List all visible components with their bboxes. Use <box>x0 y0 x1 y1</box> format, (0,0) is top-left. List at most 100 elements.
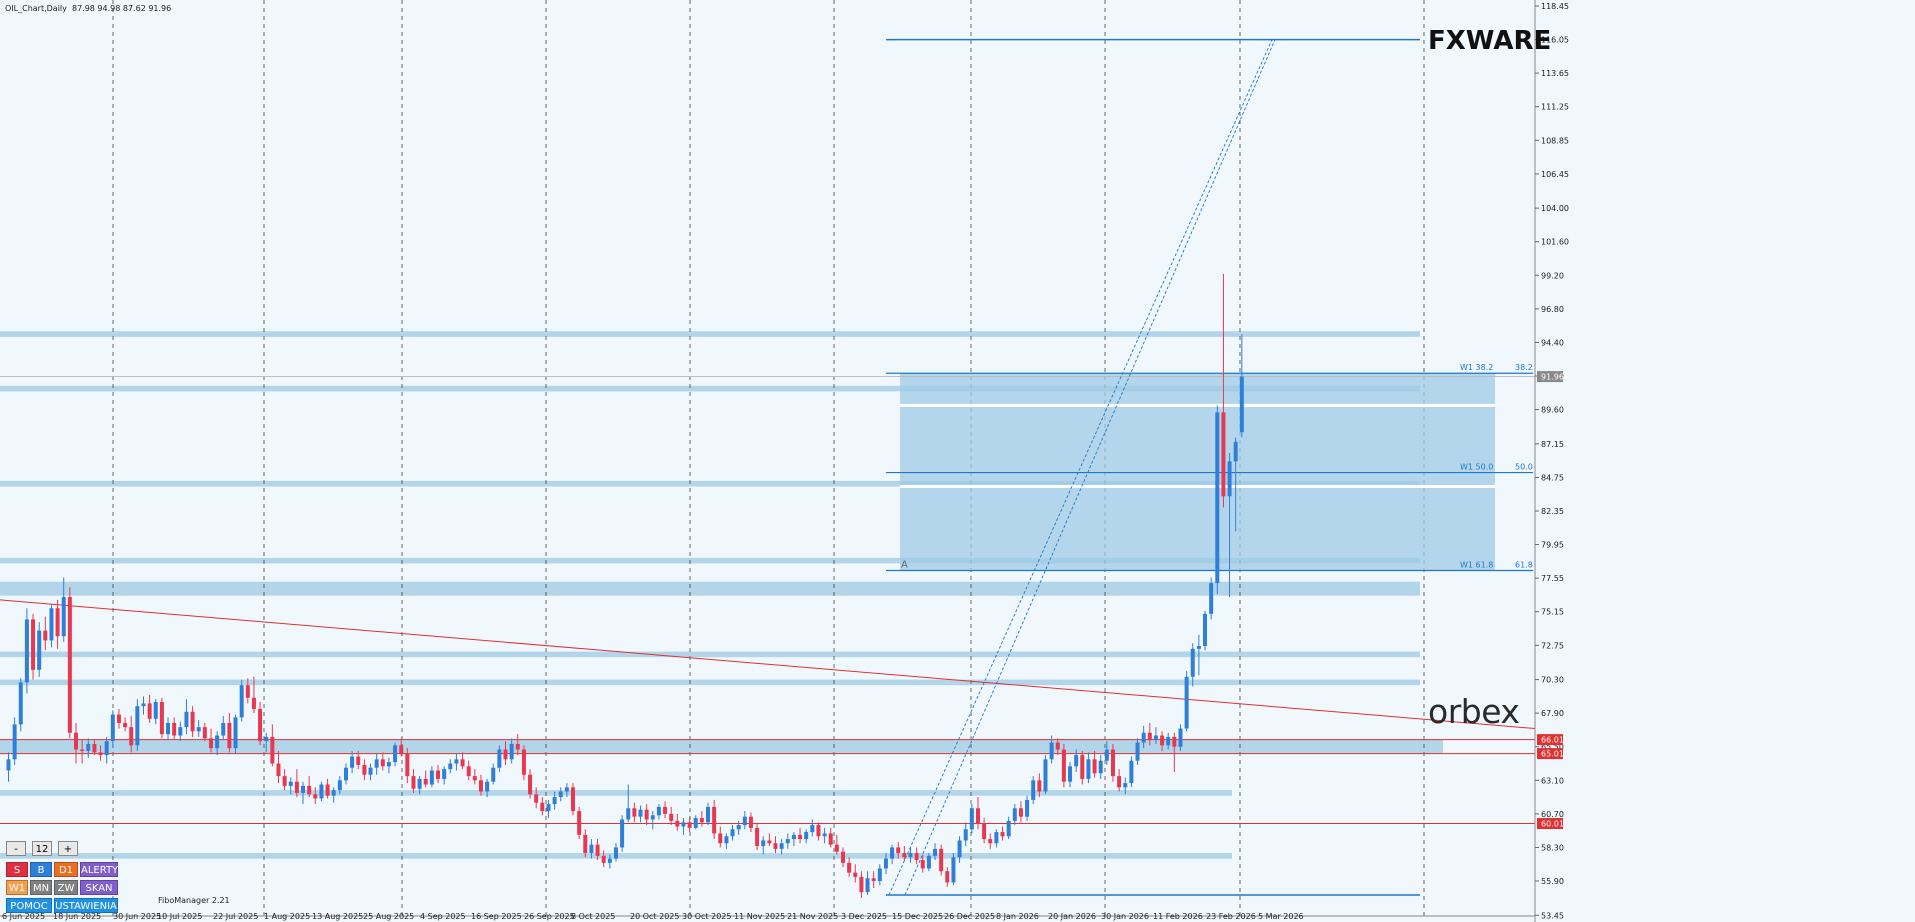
candle-body-3 <box>24 619 29 683</box>
candle-body-198 <box>1221 412 1226 497</box>
candle-body-128 <box>791 834 796 840</box>
candle-body-158 <box>975 808 980 824</box>
candle-body-99 <box>613 847 618 859</box>
candle-body-149 <box>920 860 925 869</box>
candle-body-104 <box>644 809 649 820</box>
candle-body-71 <box>442 769 447 779</box>
y-tick-label-6: 104.00 <box>1541 204 1569 213</box>
candle-body-82 <box>509 743 514 760</box>
candle-body-15 <box>98 752 103 756</box>
x-tick-label-2: 30 Jun 2025 <box>113 912 161 921</box>
candle-body-84 <box>521 749 526 775</box>
increase-button[interactable]: + <box>58 841 78 856</box>
candle-body-37 <box>233 717 238 749</box>
candle-body-6 <box>43 630 48 641</box>
fibo-level-short-2: 61.8 <box>1515 560 1533 569</box>
y-tick-label-19: 72.75 <box>1541 641 1564 650</box>
orbex-logo: orbex <box>1428 692 1520 731</box>
sr-zone-3 <box>0 557 1420 564</box>
candle-body-180 <box>1110 749 1115 777</box>
candle-body-201 <box>1239 376 1244 433</box>
candle-body-66 <box>411 776 416 789</box>
candle-body-28 <box>178 727 183 736</box>
y-tick-label-2: 113.65 <box>1541 69 1569 78</box>
skan-button[interactable]: SKAN <box>80 880 118 895</box>
candle-body-30 <box>190 711 195 732</box>
candle-body-164 <box>1012 808 1017 821</box>
x-tick-label-3: 10 Jul 2025 <box>157 912 202 921</box>
candle-body-121 <box>748 816 753 828</box>
x-tick-label-19: 8 Jan 2026 <box>996 912 1039 921</box>
x-tick-label-0: 6 Jun 2025 <box>2 912 45 921</box>
chart-header: OIL_Chart,Daily 87.98 94.98 87.62 91.96 <box>5 4 171 13</box>
alerty-button[interactable]: ALERTY <box>80 862 118 877</box>
pomoc-button[interactable]: POMOC <box>6 898 52 913</box>
candle-body-122 <box>755 827 760 847</box>
trend-line <box>0 599 1536 730</box>
d1-button[interactable]: D1 <box>54 862 78 877</box>
candle-body-101 <box>626 808 631 820</box>
sell-button[interactable]: S <box>6 862 28 877</box>
candle-body-134 <box>828 833 833 845</box>
candle-body-129 <box>798 834 803 840</box>
channel-line-2 <box>904 39 1276 896</box>
candle-body-85 <box>528 774 533 795</box>
y-tick-label-15: 82.35 <box>1541 507 1564 516</box>
candle-body-142 <box>877 868 882 882</box>
x-tick-label-18: 26 Dec 2025 <box>944 912 995 921</box>
sr-zone-7 <box>0 739 1443 754</box>
candle-body-147 <box>908 853 913 858</box>
w1-button[interactable]: W1 <box>6 880 28 895</box>
candle-body-139 <box>859 876 864 893</box>
candle-body-26 <box>166 722 171 735</box>
candle-body-57 <box>356 756 361 765</box>
candle-body-44 <box>276 763 281 777</box>
x-tick-label-6: 13 Aug 2025 <box>312 912 363 921</box>
candle-body-22 <box>141 703 146 707</box>
candle-body-34 <box>215 735 220 749</box>
candle-body-165 <box>1018 808 1023 817</box>
candle-body-36 <box>227 722 232 749</box>
zw-button[interactable]: ZW <box>54 880 78 895</box>
candle-body-140 <box>865 878 870 893</box>
x-tick-label-21: 30 Jan 2026 <box>1101 912 1149 921</box>
candle-body-83 <box>515 743 520 750</box>
mn-button[interactable]: MN <box>30 880 52 895</box>
decrease-button[interactable]: - <box>6 841 26 856</box>
candle-body-145 <box>896 847 901 854</box>
buy-button[interactable]: B <box>30 862 52 877</box>
candle-body-188 <box>1160 735 1165 746</box>
fibo-anchor-label: A <box>901 559 908 570</box>
candle-body-152 <box>939 848 944 872</box>
candle-body-56 <box>350 756 355 768</box>
price-label-bg-3 <box>1537 818 1563 830</box>
sr-zone-6 <box>0 679 1420 686</box>
y-tick-label-27: 53.45 <box>1541 911 1564 920</box>
candle-body-63 <box>393 745 398 763</box>
candle-body-25 <box>159 701 164 735</box>
candle-body-103 <box>638 809 643 817</box>
candle-body-13 <box>86 743 91 751</box>
candle-body-150 <box>926 855 931 869</box>
y-tick-label-21: 67.90 <box>1541 709 1564 718</box>
candle-body-86 <box>534 794 539 803</box>
candle-body-114 <box>706 806 711 823</box>
y-tick-label-18: 75.15 <box>1541 608 1564 617</box>
candle-body-70 <box>436 770 441 779</box>
candle-body-96 <box>595 844 600 856</box>
ustawienia-button[interactable]: USTAWIENIA <box>54 898 118 913</box>
candle-body-175 <box>1080 755 1085 779</box>
candle-body-100 <box>620 819 625 848</box>
candle-body-8 <box>55 608 60 637</box>
candle-body-107 <box>663 806 668 814</box>
y-tick-label-10: 94.40 <box>1541 338 1564 347</box>
period-value[interactable]: 12 <box>32 841 52 856</box>
x-tick-label-24: 5 Mar 2026 <box>1258 912 1304 921</box>
candle-body-39 <box>245 685 250 698</box>
y-tick-label-0: 118.45 <box>1541 2 1569 11</box>
candle-body-69 <box>429 770 434 785</box>
candle-body-154 <box>951 857 956 883</box>
candle-body-199 <box>1227 461 1232 497</box>
ohlc-label: 87.98 94.98 87.62 91.96 <box>71 4 172 13</box>
candle-body-59 <box>368 767 373 775</box>
